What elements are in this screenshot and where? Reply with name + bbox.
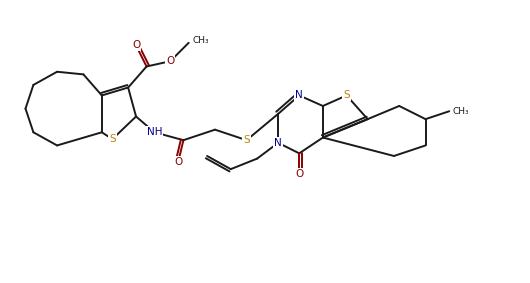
Text: N: N <box>275 138 282 148</box>
Text: NH: NH <box>147 127 162 137</box>
Text: S: S <box>243 135 250 145</box>
Text: S: S <box>343 91 350 100</box>
Text: S: S <box>109 134 116 144</box>
Text: O: O <box>174 157 182 167</box>
Text: CH₃: CH₃ <box>193 36 209 45</box>
Text: CH₃: CH₃ <box>453 107 469 116</box>
Text: O: O <box>132 40 140 50</box>
Text: O: O <box>295 170 303 179</box>
Text: O: O <box>166 56 174 66</box>
Text: N: N <box>295 91 303 100</box>
